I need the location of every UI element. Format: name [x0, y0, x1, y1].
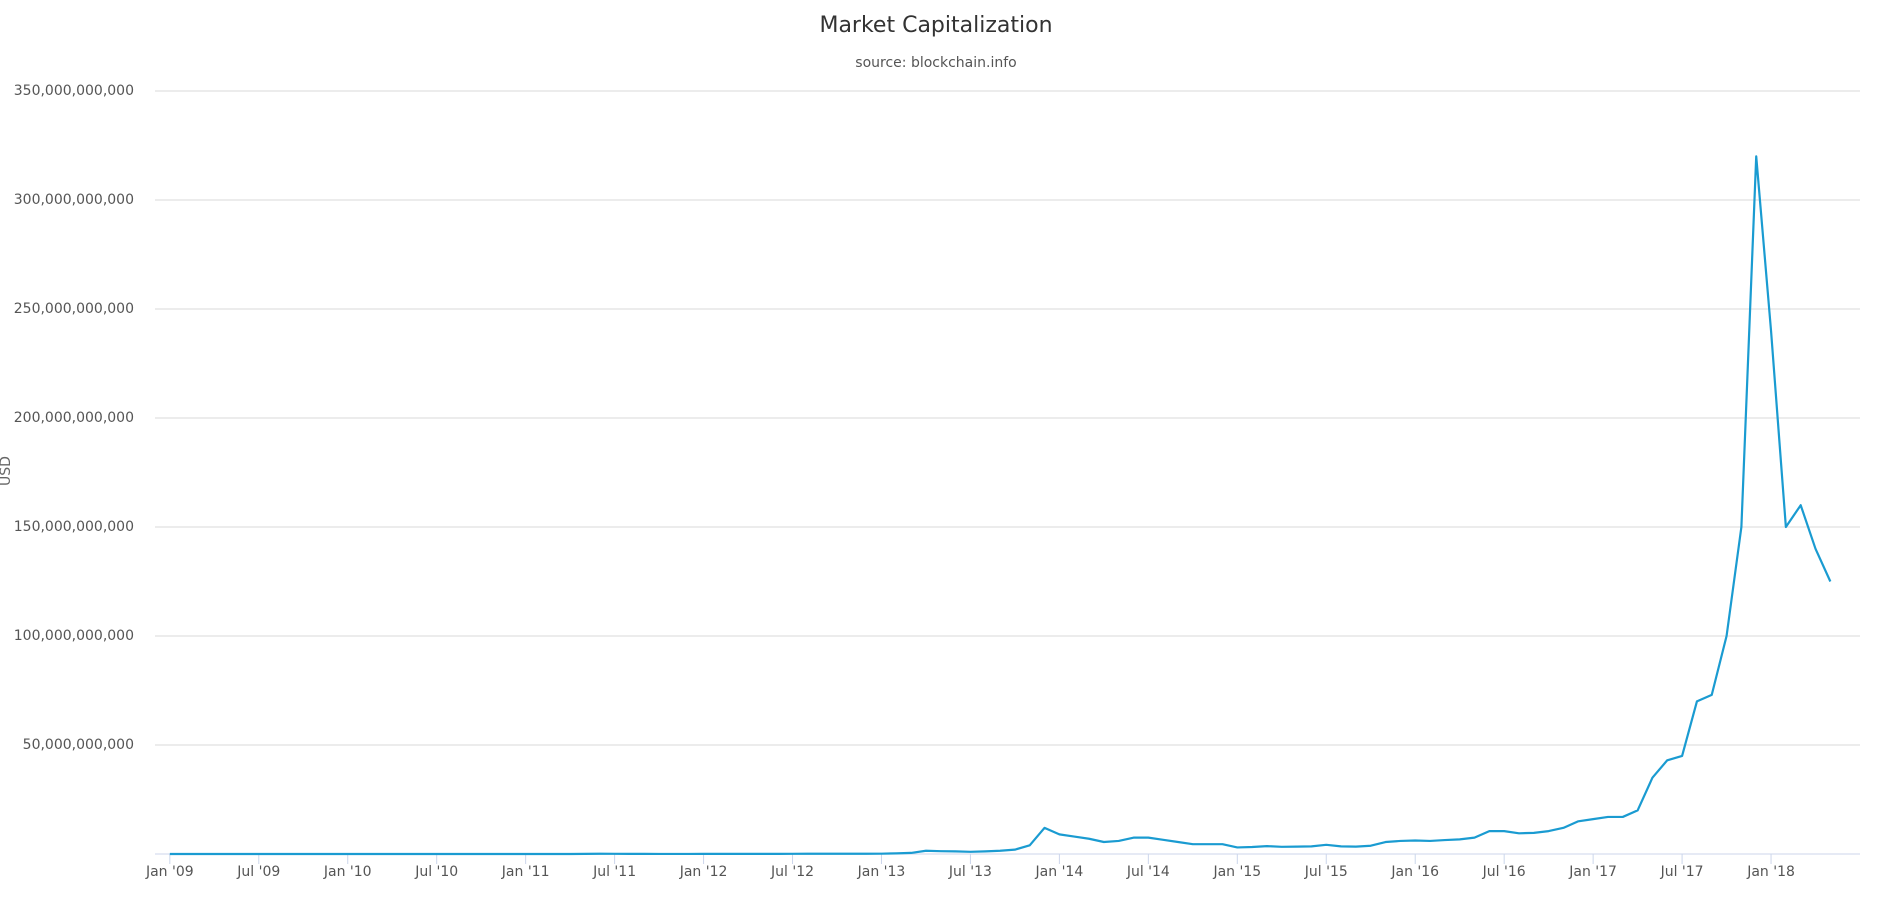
chart-title: Market Capitalization	[819, 13, 1052, 38]
x-tick-label: Jul '10	[414, 864, 458, 880]
chart-subtitle: source: blockchain.info	[855, 55, 1016, 71]
y-axis-label: USD	[0, 456, 14, 486]
x-tick-label: Jan '16	[1390, 864, 1439, 880]
x-tick-label: Jan '09	[145, 864, 194, 880]
x-tick-label: Jan '17	[1568, 864, 1617, 880]
x-tick-label: Jan '11	[501, 864, 550, 880]
x-tick-label: Jan '14	[1035, 864, 1084, 880]
x-tick-label: Jul '12	[770, 864, 814, 880]
x-tick-label: Jan '10	[323, 864, 372, 880]
x-tick-label: Jul '09	[236, 864, 280, 880]
x-tick-label: Jul '15	[1304, 864, 1348, 880]
x-tick-label: Jan '13	[857, 864, 906, 880]
x-tick-label: Jul '14	[1126, 864, 1170, 880]
x-tick-label: Jan '18	[1746, 864, 1795, 880]
y-tick-label: 200,000,000,000	[14, 410, 134, 426]
y-tick-label: 350,000,000,000	[14, 83, 134, 99]
data-line	[169, 155, 1832, 856]
x-tick-label: Jul '16	[1482, 864, 1526, 880]
x-tick-label: Jan '12	[679, 864, 728, 880]
y-tick-label: 50,000,000,000	[23, 737, 134, 753]
x-tick-label: Jul '17	[1660, 864, 1704, 880]
y-tick-label: 100,000,000,000	[14, 628, 134, 644]
x-tick-label: Jul '11	[592, 864, 636, 880]
x-tick-label: Jan '15	[1212, 864, 1261, 880]
y-tick-label: 150,000,000,000	[14, 519, 134, 535]
y-tick-label: 300,000,000,000	[14, 192, 134, 208]
x-tick-label: Jul '13	[948, 864, 992, 880]
y-tick-label: 250,000,000,000	[14, 301, 134, 317]
